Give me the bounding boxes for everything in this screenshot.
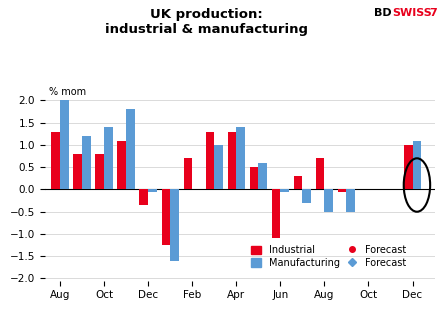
- Text: % mom: % mom: [49, 87, 86, 97]
- Bar: [82, 136, 91, 189]
- Bar: [413, 140, 422, 189]
- Bar: [302, 189, 311, 203]
- Bar: [95, 154, 104, 189]
- Bar: [214, 145, 223, 189]
- Bar: [404, 145, 413, 189]
- Bar: [228, 132, 237, 189]
- Bar: [60, 100, 69, 189]
- Bar: [271, 189, 280, 238]
- Bar: [338, 189, 346, 192]
- Bar: [280, 189, 289, 192]
- Bar: [184, 158, 192, 189]
- Bar: [117, 140, 126, 189]
- Bar: [237, 127, 245, 189]
- Bar: [73, 154, 82, 189]
- Bar: [346, 189, 355, 212]
- Bar: [126, 109, 135, 189]
- Text: 7: 7: [429, 8, 437, 18]
- Bar: [324, 189, 333, 212]
- Bar: [250, 167, 258, 189]
- Bar: [148, 189, 157, 192]
- Bar: [52, 132, 60, 189]
- Bar: [139, 189, 148, 205]
- Bar: [162, 189, 170, 245]
- Bar: [293, 176, 302, 189]
- Bar: [206, 132, 214, 189]
- Legend: Industrial, Manufacturing, Forecast, Forecast: Industrial, Manufacturing, Forecast, For…: [247, 241, 410, 272]
- Bar: [316, 158, 324, 189]
- Text: BD: BD: [375, 8, 392, 18]
- Text: SWISS: SWISS: [392, 8, 432, 18]
- Text: UK production:
industrial & manufacturing: UK production: industrial & manufacturin…: [104, 8, 308, 36]
- Bar: [104, 127, 113, 189]
- Bar: [170, 189, 179, 261]
- Bar: [258, 163, 267, 189]
